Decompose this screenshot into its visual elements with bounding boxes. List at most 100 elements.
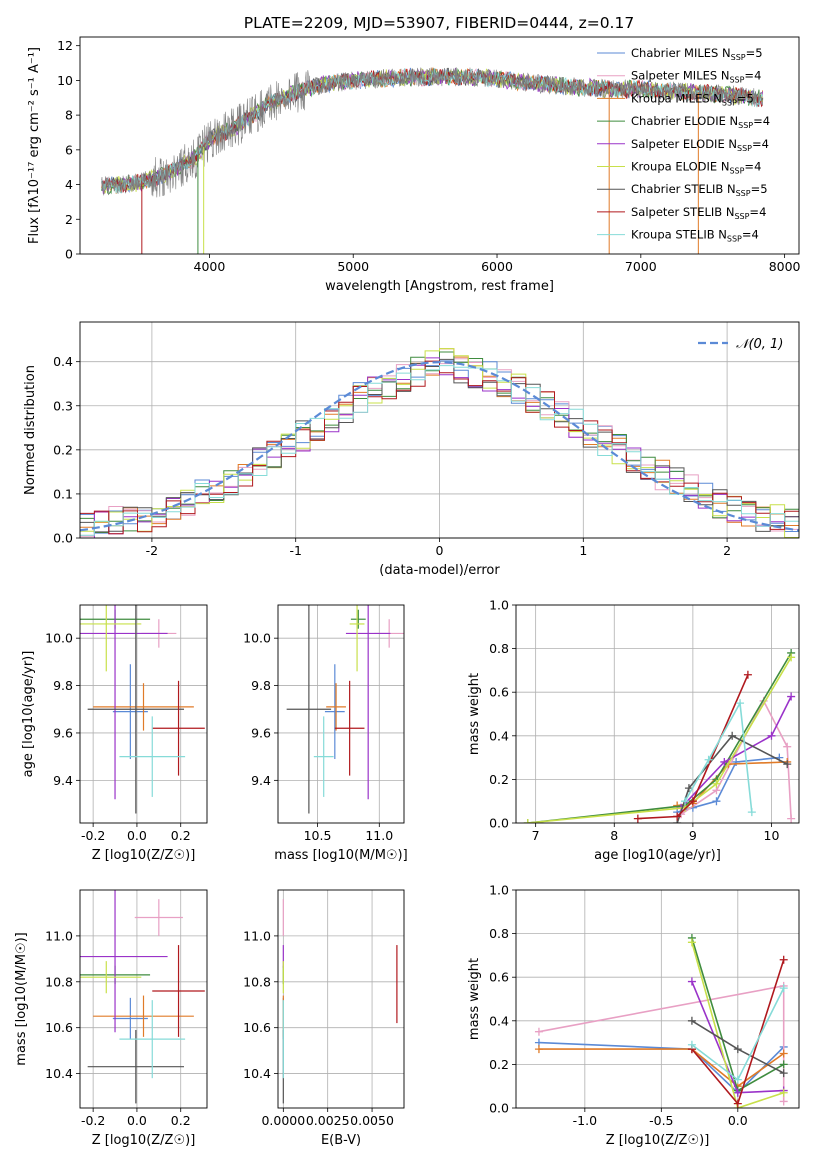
y-tick-label: 10.8 — [243, 974, 271, 989]
errorbar-kroupa-stelib — [313, 716, 334, 797]
x-axis-label: Z [log10(Z/Z☉)] — [92, 1133, 196, 1148]
legend-nssp-eq: = — [751, 182, 761, 196]
y-tick-label: 1.0 — [489, 598, 509, 613]
errorbar-kroupa-miles — [326, 683, 346, 731]
legend-nssp-subscript: SSP — [729, 76, 744, 85]
legend-nssp-prefix: N — [726, 114, 738, 128]
legend-model-name: Kroupa STELIB — [631, 228, 715, 242]
x-axis-label: Z [log10(Z/Z☉)] — [606, 1133, 710, 1148]
errorbar-kroupa-stelib — [119, 1000, 186, 1079]
data-point-marker — [767, 731, 776, 740]
x-tick-label: 11.0 — [365, 828, 393, 843]
legend-entry: Chabrier MILES NSSP=5 — [631, 46, 763, 62]
errorbar-kroupa-elodie — [349, 605, 365, 672]
spectrum-legend: Chabrier MILES NSSP=5 Salpeter MILES N SSP… — [597, 46, 770, 244]
legend-nssp-eq: = — [749, 205, 759, 219]
y-axis-label: age [log10(age/yr)] — [21, 651, 36, 778]
series-line — [691, 942, 784, 1108]
x-tick-label: -0.2 — [81, 1113, 105, 1128]
data-point-marker — [733, 1045, 742, 1054]
y-tick-label: 8 — [65, 108, 73, 123]
x-tick-label: -1.0 — [573, 1113, 597, 1128]
x-tick-label: 0.0 — [728, 1113, 748, 1128]
plot-area-spectrum — [101, 66, 764, 254]
data-point-marker — [779, 1097, 788, 1106]
y-tick-label: 10.6 — [243, 1020, 271, 1035]
errorbar-kroupa-stelib — [119, 716, 186, 797]
x-tick-label: 10 — [764, 828, 780, 843]
y-tick-label: 0.2 — [53, 442, 73, 457]
x-tick-label: 0.2 — [171, 1113, 191, 1128]
y-axis-label: Normed distribution — [23, 365, 38, 495]
x-tick-label: 0.0025 — [306, 1113, 350, 1128]
x-tick-label: 0 — [436, 543, 444, 558]
axes-frame — [277, 604, 405, 824]
legend-nssp-value: 5 — [747, 91, 754, 105]
data-point-marker — [712, 779, 721, 788]
data-point-marker — [747, 808, 756, 817]
legend-model-name: Kroupa ELODIE — [631, 160, 717, 174]
y-tick-label: 9.6 — [53, 725, 73, 740]
legend-entry: Chabrier ELODIE NSSP=4 — [631, 114, 770, 130]
legend-nssp-value: 5 — [755, 46, 762, 60]
axes-frame — [515, 604, 800, 824]
legend-nssp-value: 4 — [752, 228, 759, 242]
errorbar-salpeter-miles — [134, 899, 183, 936]
x-tick-label: 0.0050 — [350, 1113, 394, 1128]
legend-model-name: Salpeter STELIB — [631, 205, 722, 219]
legend-nssp-prefix: N — [710, 91, 722, 105]
legend-nssp-subscript: SSP — [731, 53, 746, 62]
y-axis-label: mass weight — [467, 673, 482, 755]
y-tick-label: 4 — [65, 177, 73, 192]
y-tick-label: 0.1 — [53, 486, 73, 501]
legend-nssp-eq: = — [744, 160, 754, 174]
plot-area-mass_vs_ebv — [282, 899, 398, 1104]
legend-nssp-prefix: N — [723, 182, 735, 196]
axes-frame — [515, 889, 800, 1109]
gaussian-legend-label: 𝒩(0, 1) — [736, 337, 783, 352]
legend-entry: Kroupa MILES NSSP=5 — [631, 91, 754, 107]
errorbar-kroupa-elodie — [80, 961, 142, 994]
data-point-marker — [687, 938, 696, 947]
plot-area-mass_vs_Z — [80, 890, 205, 1104]
legend-nssp-eq: = — [746, 46, 756, 60]
errorbar-salpeter-elodie — [80, 890, 168, 1033]
plot-area-massweight_vs_Z — [534, 933, 788, 1108]
axes-frame — [277, 889, 405, 1109]
axes-massweight_vs_age: 7 8 9 10 0.0 0.2 0.4 0.6 0.8 1.0 age [log10(age/yr… — [467, 598, 800, 863]
data-point-marker — [779, 1049, 788, 1058]
axes-mass_vs_ebv: 0.0000 0.0025 0.0050 10.4 10.6 10.8 11.0 E(B-V) — [243, 889, 405, 1148]
y-axis-label: mass weight — [467, 958, 482, 1040]
data-point-marker — [673, 812, 682, 821]
legend-nssp-prefix: N — [725, 137, 737, 151]
errorbar-chabrier-miles — [112, 664, 148, 760]
data-point-marker — [787, 692, 796, 701]
data-point-marker — [687, 977, 696, 986]
series-chabrier-stelib — [687, 1016, 788, 1078]
errorbar-chabrier-stelib — [87, 605, 185, 814]
legend-nssp-eq: = — [744, 69, 754, 83]
data-point-marker — [704, 755, 713, 764]
data-point-marker — [687, 1040, 696, 1049]
legend-nssp-value: 5 — [760, 182, 767, 196]
axes-mass_vs_Z: -0.2 0.0 0.2 10.4 10.6 10.8 11.0 Z [log10(Z/Z☉)… — [14, 889, 208, 1148]
legend-entry: Salpeter STELIB NSSP=4 — [631, 205, 766, 221]
legend-model-name: Salpeter MILES — [631, 69, 717, 83]
histogram-kroupa-elodie — [80, 348, 799, 538]
y-tick-label: 0.6 — [489, 970, 509, 985]
data-point-marker — [733, 1075, 742, 1084]
data-point-marker — [633, 814, 642, 823]
legend-model-name: Chabrier STELIB — [631, 182, 723, 196]
series-line — [538, 1048, 785, 1088]
x-tick-label: 5000 — [337, 259, 369, 274]
x-tick-label: 2 — [723, 543, 731, 558]
legend-entry: Chabrier STELIB NSSP=5 — [631, 182, 768, 198]
y-tick-label: 11.0 — [243, 928, 271, 943]
y-tick-label: 10.0 — [243, 631, 271, 646]
axes-massweight_vs_Z: -1.0 -0.5 0.0 0.0 0.2 0.4 0.6 0.8 1.0 Z [log10(Z/… — [467, 883, 800, 1148]
y-tick-label: 1.0 — [489, 883, 509, 898]
x-tick-label: 0.0000 — [261, 1113, 305, 1128]
legend-nssp-value: 4 — [754, 160, 761, 174]
y-tick-label: 0.4 — [53, 354, 73, 369]
x-tick-label: 8000 — [769, 259, 801, 274]
